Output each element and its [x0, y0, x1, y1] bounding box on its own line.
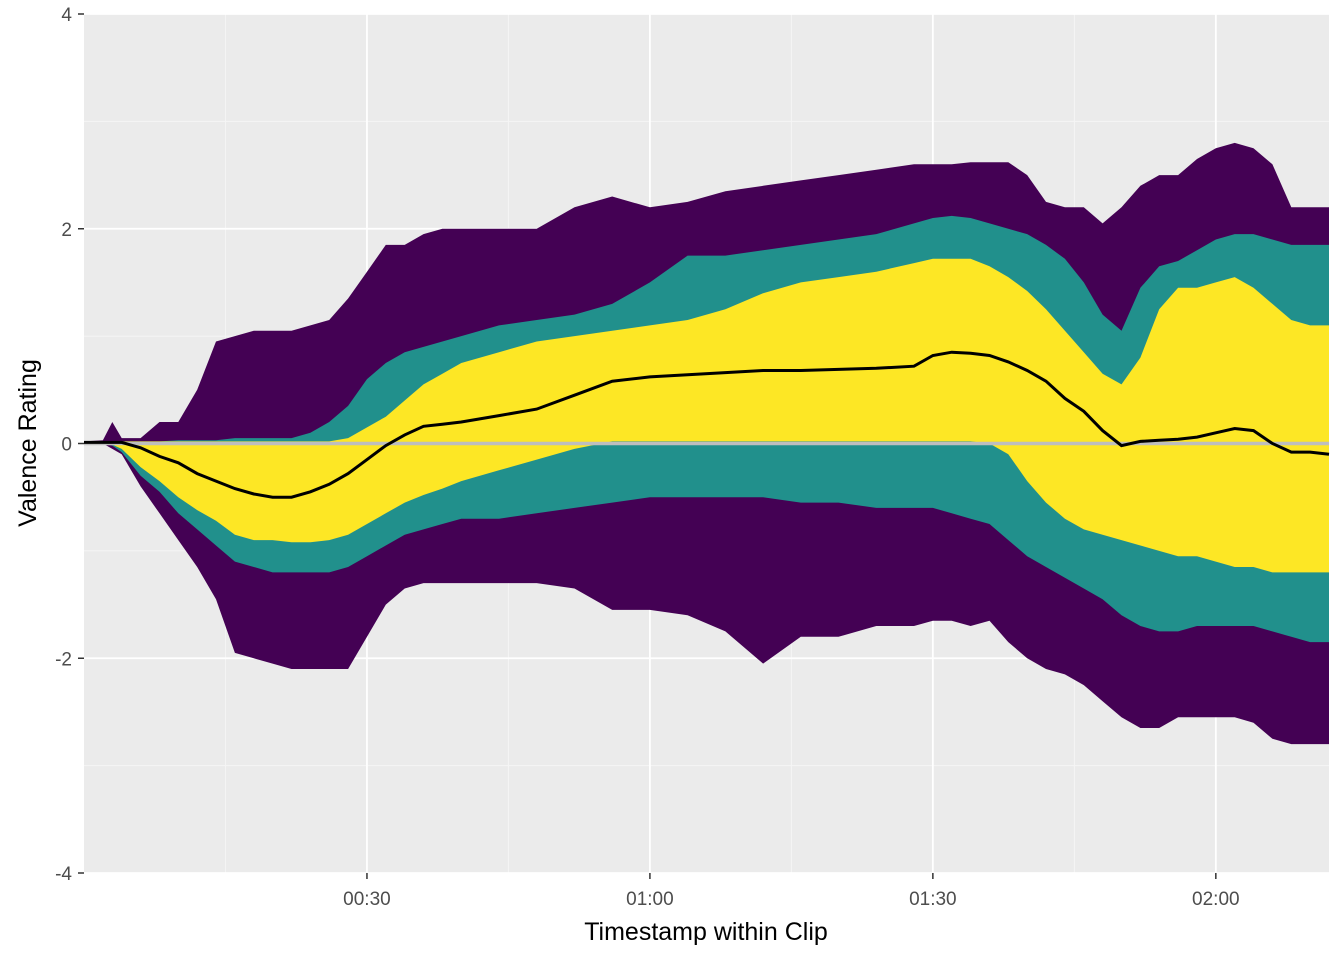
- x-axis: 00:30 01:00 01:30 02:00: [343, 873, 1240, 910]
- x-tick-label: 01:30: [909, 889, 957, 910]
- y-tick-label: 0: [61, 435, 72, 456]
- x-tick-label: 01:00: [626, 889, 674, 910]
- inner-band: [84, 258, 1329, 573]
- median-line: [84, 350, 1330, 499]
- x-axis-title: Timestamp within Clip: [584, 918, 828, 946]
- y-axis: -4 -2 0 2 4: [55, 5, 84, 885]
- y-tick-label: -2: [55, 649, 72, 670]
- y-tick-label: 4: [61, 5, 72, 26]
- x-tick-label: 02:00: [1192, 889, 1240, 910]
- y-tick-label: 2: [61, 220, 72, 241]
- y-axis-title: Valence Rating: [14, 359, 42, 527]
- y-tick-label: -4: [55, 864, 72, 885]
- x-tick-label: 00:30: [343, 889, 391, 910]
